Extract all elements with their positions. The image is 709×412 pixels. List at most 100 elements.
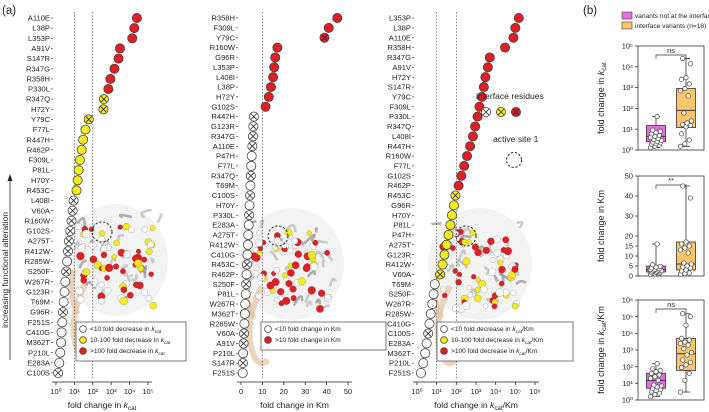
data-point: [67, 205, 78, 216]
x-axis-label-main: fold change in: [68, 400, 124, 410]
data-point: [63, 246, 74, 257]
mutation-label: G96R: [215, 53, 235, 62]
box-point: [657, 367, 663, 373]
data-point: [446, 210, 457, 221]
data-point: [240, 289, 251, 300]
y-axis-label: fold change in kcat/Km: [596, 306, 608, 394]
mutation-label: H72Y: [392, 73, 411, 82]
mutation-label: S147R: [388, 83, 412, 92]
data-point: [245, 180, 256, 191]
legend-entry: <10 fold change in Km: [275, 326, 341, 333]
box-point: [647, 394, 654, 400]
legend-entry-sub: cat: [519, 351, 526, 357]
box-point: [684, 352, 690, 358]
legend-entry-italic: k: [522, 337, 526, 344]
data-point: [470, 121, 481, 132]
mutation-label: R285W: [25, 257, 51, 266]
box-point: [653, 369, 659, 375]
mutation-label: H72Y: [31, 105, 50, 114]
functional-alteration-axis: increasing functional alteration: [0, 174, 13, 360]
mutation-label: P330L: [389, 112, 411, 121]
mutation-label: R412W: [210, 240, 236, 249]
data-point: [239, 318, 250, 329]
x-axis-label-italic: k: [124, 400, 129, 410]
mutation-label: R347Q: [26, 95, 50, 104]
mutation-label: A275T: [213, 231, 236, 240]
data-point: [241, 259, 252, 270]
data-point: [247, 131, 258, 142]
legend-entry-tail: /Km: [526, 348, 538, 355]
box-point: [688, 261, 695, 267]
legend-entry-tail: /Km: [522, 326, 534, 333]
box-point: [682, 245, 688, 251]
box-point: [683, 239, 689, 245]
data-point: [459, 160, 470, 171]
box-point: [688, 350, 695, 356]
data-point: [66, 215, 77, 226]
data-point: [323, 22, 334, 33]
x-tick-label: 10⁵: [510, 387, 521, 396]
box-point: [680, 357, 686, 363]
mutation-label: G96R: [30, 308, 50, 317]
x-tick-label: 10⁰: [411, 387, 422, 396]
data-point: [237, 367, 248, 378]
legend-entry-sub: cat: [516, 329, 523, 335]
data-point: [238, 348, 249, 359]
mutation-label: R160W: [25, 216, 51, 225]
y-tick-label: 5: [629, 262, 633, 271]
mutation-label: T69M: [392, 280, 411, 289]
x-tick-label: 0: [239, 387, 243, 396]
data-point: [467, 131, 478, 142]
box-point: [650, 127, 656, 133]
legend-entry: <10 fold decrease in kcat: [90, 326, 162, 335]
mutation-label: A275T: [28, 237, 51, 246]
box-point: [679, 131, 685, 137]
y-tick-label: 40: [625, 192, 633, 201]
mutation-label: R285W: [386, 309, 412, 318]
data-point: [465, 141, 476, 152]
legend-dot: [79, 325, 87, 333]
data-point: [450, 190, 461, 201]
data-point: [98, 104, 109, 115]
data-point: [73, 165, 84, 176]
box-point: [686, 137, 692, 143]
significance-label: ns: [667, 300, 675, 309]
mutation-label: R447H: [387, 142, 411, 151]
box-legend-swatch: [621, 11, 633, 20]
data-point: [238, 338, 249, 349]
x-tick-label: 10⁰: [50, 387, 61, 396]
legend-entry-sub: cat: [155, 329, 162, 335]
data-point: [462, 151, 473, 162]
box-point: [677, 247, 684, 253]
x-axis-label: fold change in kcat/Km: [434, 400, 518, 412]
x-axis-label-italic: k: [490, 400, 495, 410]
data-point: [71, 185, 82, 196]
y-tick-label: 0: [629, 272, 633, 281]
mutation-label: P210L: [28, 348, 50, 357]
iface-red-symbol: [510, 107, 521, 118]
data-point: [237, 358, 248, 369]
mutation-label: R358H: [387, 43, 411, 52]
data-point: [441, 239, 452, 250]
box-point: [647, 375, 654, 381]
legend-entry-main: >10 fold change in Km: [275, 337, 341, 344]
mutation-label: L353P: [28, 34, 50, 43]
data-point: [510, 22, 521, 33]
y-tick-label: 10²: [622, 362, 633, 371]
box-group-magenta: [646, 361, 666, 400]
box-point: [686, 270, 692, 276]
mutation-label: A110E: [28, 14, 50, 23]
box-legend: variants not at the interface (n=19) inte…: [621, 11, 709, 30]
mutation-label: L38P: [217, 83, 235, 92]
mutation-label: S147R: [27, 54, 51, 63]
mutation-label: L353P: [213, 63, 235, 72]
data-point: [248, 111, 259, 122]
mutation-label: R412W: [25, 247, 51, 256]
data-point: [508, 32, 519, 43]
y-axis-label-sub: cat: [601, 62, 608, 71]
data-point: [241, 279, 252, 290]
mutation-label: P47H: [216, 152, 235, 161]
mutation-label: C410G: [211, 250, 235, 259]
